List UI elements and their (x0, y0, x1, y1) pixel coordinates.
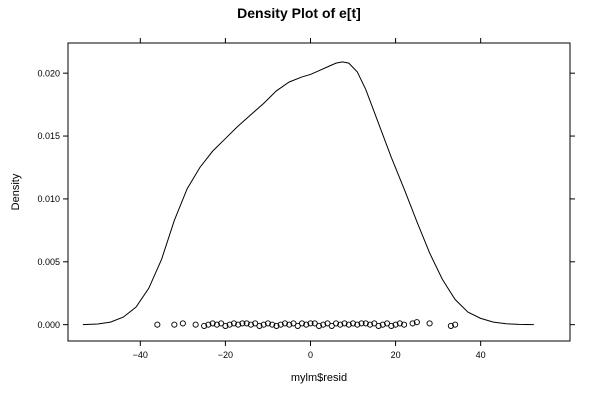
rug-point (281, 320, 289, 327)
rug-point (277, 321, 284, 328)
rug-point (388, 322, 395, 329)
rug-point (401, 321, 408, 328)
rug-point (366, 321, 374, 328)
rug-point (213, 321, 220, 328)
x-tick-label: −40 (133, 350, 148, 360)
x-axis-label: mylm$resid (291, 372, 347, 384)
rug-point (452, 321, 459, 328)
rug-point (273, 322, 280, 329)
rug-point (269, 321, 276, 328)
rug-point (337, 321, 344, 328)
x-tick-label: 40 (476, 350, 486, 360)
x-tick-label: 0 (308, 350, 313, 360)
rug-points (154, 319, 459, 329)
rug-point (354, 321, 361, 328)
rug-point (230, 320, 237, 327)
rug-point (247, 321, 254, 328)
rug-point (303, 321, 310, 328)
rug-point (307, 320, 314, 327)
axis-tick-labels: −40 −20 0 20 40 0.000 0.005 0.010 0.015 0.020 (37, 68, 485, 360)
rug-point (332, 320, 340, 327)
rug-point (409, 320, 416, 327)
rug-point (320, 321, 327, 328)
rug-point (239, 320, 246, 327)
rug-point (205, 321, 212, 328)
x-tick-label: −20 (218, 350, 233, 360)
rug-point (392, 321, 399, 328)
axis-ticks (63, 38, 575, 346)
y-axis-label: Density (10, 173, 22, 210)
rug-point (209, 320, 216, 327)
rug-point (396, 320, 403, 327)
rug-point (379, 321, 386, 328)
rug-point (260, 321, 267, 328)
y-tick-label: 0.005 (37, 257, 60, 267)
rug-point (243, 320, 250, 327)
rug-point (222, 322, 229, 329)
rug-point (315, 322, 323, 329)
rug-point (345, 321, 352, 328)
rug-point (256, 322, 263, 329)
rug-point (362, 320, 369, 327)
rug-point (171, 321, 178, 328)
rug-point (375, 322, 382, 329)
density-curve (82, 61, 534, 326)
rug-point (447, 322, 454, 329)
rug-point (179, 320, 186, 327)
rug-point (426, 320, 433, 327)
rug-point (349, 320, 357, 327)
rug-point (226, 321, 233, 328)
y-tick-label: 0.020 (37, 68, 60, 78)
rug-point (192, 321, 199, 328)
rug-point (298, 320, 306, 327)
rug-point (264, 320, 272, 327)
rug-point (201, 322, 208, 329)
rug-point (341, 320, 348, 327)
rug-point (286, 321, 293, 328)
chart-title: Density Plot of e[t] (237, 5, 361, 21)
rug-point (413, 319, 420, 326)
y-tick-label: 0.000 (37, 320, 60, 330)
rug-point (235, 321, 242, 328)
rug-point (154, 321, 161, 328)
x-tick-label: 20 (391, 350, 401, 360)
rug-point (358, 320, 365, 327)
y-tick-label: 0.015 (37, 131, 60, 141)
plot-frame (67, 42, 571, 342)
y-tick-label: 0.010 (37, 194, 60, 204)
